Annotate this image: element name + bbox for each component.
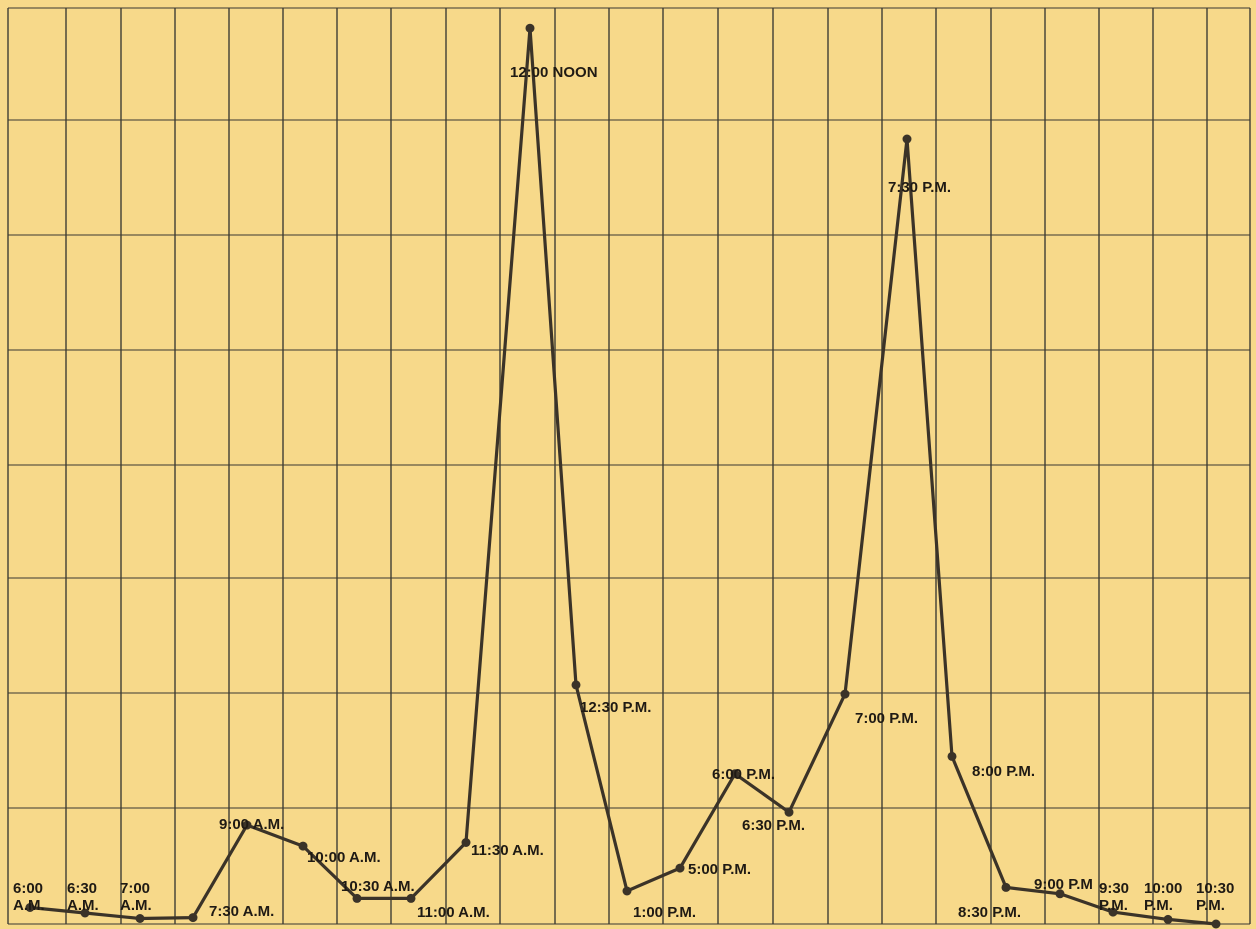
data-label: 9:00 A.M. xyxy=(219,816,284,833)
data-point xyxy=(840,689,850,699)
data-point xyxy=(135,914,145,923)
data-point xyxy=(406,893,416,903)
data-label: 12:00 NOON xyxy=(510,64,598,81)
data-point xyxy=(25,903,35,912)
data-label: 12:30 P.M. xyxy=(580,699,651,716)
data-point xyxy=(730,769,740,779)
data-label: 10:30 A.M. xyxy=(341,878,415,895)
data-point xyxy=(242,820,252,830)
data-label-line: P.M. xyxy=(1196,897,1225,914)
data-point xyxy=(947,751,957,761)
data-label-line: 6:00 P.M. xyxy=(712,766,775,783)
data-label-line: 6:30 xyxy=(67,880,97,897)
data-point xyxy=(571,680,581,690)
data-label-line: 7:00 P.M. xyxy=(855,710,918,727)
data-label: 10:00 A.M. xyxy=(307,849,381,866)
data-label: 10:30 P.M. xyxy=(1196,880,1234,914)
data-label: 7:00 P.M. xyxy=(855,710,918,727)
data-label-line: 6:00 xyxy=(13,880,43,897)
data-point xyxy=(352,893,362,903)
data-label-line: 9:00 P.M xyxy=(1034,876,1093,893)
data-label-line: 8:00 P.M. xyxy=(972,763,1035,780)
data-label: 6:00 A.M. xyxy=(13,880,45,914)
data-point xyxy=(622,886,632,896)
data-point xyxy=(188,913,198,923)
data-label-line: A.M. xyxy=(13,897,45,914)
data-point xyxy=(80,908,90,918)
data-point xyxy=(675,863,685,873)
data-points xyxy=(25,23,1221,929)
data-label-line: 6:30 P.M. xyxy=(742,817,805,834)
data-label-line: 8:30 P.M. xyxy=(958,904,1021,921)
data-label-line: 9:00 A.M. xyxy=(219,816,284,833)
grid xyxy=(7,7,1251,925)
data-point xyxy=(784,807,794,817)
data-label-line: 7:30 A.M. xyxy=(209,903,274,920)
data-label: 11:30 A.M. xyxy=(471,842,544,859)
data-label-line: 5:00 P.M. xyxy=(688,861,751,878)
data-point xyxy=(902,134,912,144)
data-label-line: 11:30 A.M. xyxy=(471,842,544,859)
data-label-line: P.M. xyxy=(1099,897,1128,914)
data-label: 11:00 A.M. xyxy=(417,904,490,921)
data-label: 6:30 A.M. xyxy=(67,880,99,914)
data-label: 7:00 A.M. xyxy=(120,880,152,914)
data-label: 7:30 P.M. xyxy=(888,179,951,196)
data-label: 5:00 P.M. xyxy=(688,861,751,878)
data-label-line: A.M. xyxy=(120,897,152,914)
data-point xyxy=(1001,882,1011,892)
data-label-line: 7:30 P.M. xyxy=(888,179,951,196)
data-label: 1:00 P.M. xyxy=(633,904,696,921)
data-point xyxy=(1163,914,1173,924)
data-label: 6:00 P.M. xyxy=(712,766,775,783)
data-point xyxy=(461,838,471,847)
data-point xyxy=(1211,919,1221,929)
data-label: 8:00 P.M. xyxy=(972,763,1035,780)
data-label-line: 7:00 xyxy=(120,880,150,897)
data-label: 9:00 P.M xyxy=(1034,876,1093,893)
data-label-line: A.M. xyxy=(67,897,99,914)
data-label: 8:30 P.M. xyxy=(958,904,1021,921)
data-label-line: 10:30 xyxy=(1196,880,1234,897)
data-label-line: 12:00 NOON xyxy=(510,64,598,81)
data-label-line: 11:00 A.M. xyxy=(417,904,490,921)
data-label: 6:30 P.M. xyxy=(742,817,805,834)
data-point xyxy=(298,841,308,851)
data-label-line: 10:00 xyxy=(1144,880,1182,897)
data-labels: 6:00 A.M.6:30 A.M.7:00 A.M. 7:30 A.M.9:00 A.… xyxy=(13,64,1234,921)
data-label-line: 10:30 A.M. xyxy=(341,878,415,895)
data-label: 10:00 P.M. xyxy=(1144,880,1182,914)
data-point xyxy=(1108,907,1118,917)
data-label: 7:30 A.M. xyxy=(209,903,274,920)
data-point xyxy=(525,23,535,33)
data-label-line: 12:30 P.M. xyxy=(580,699,651,716)
data-label: 9:30 P.M. xyxy=(1099,880,1129,914)
data-label-line: P.M. xyxy=(1144,897,1173,914)
data-point xyxy=(1055,889,1065,899)
data-label-line: 10:00 A.M. xyxy=(307,849,381,866)
data-label-line: 9:30 xyxy=(1099,880,1129,897)
data-label-line: 1:00 P.M. xyxy=(633,904,696,921)
